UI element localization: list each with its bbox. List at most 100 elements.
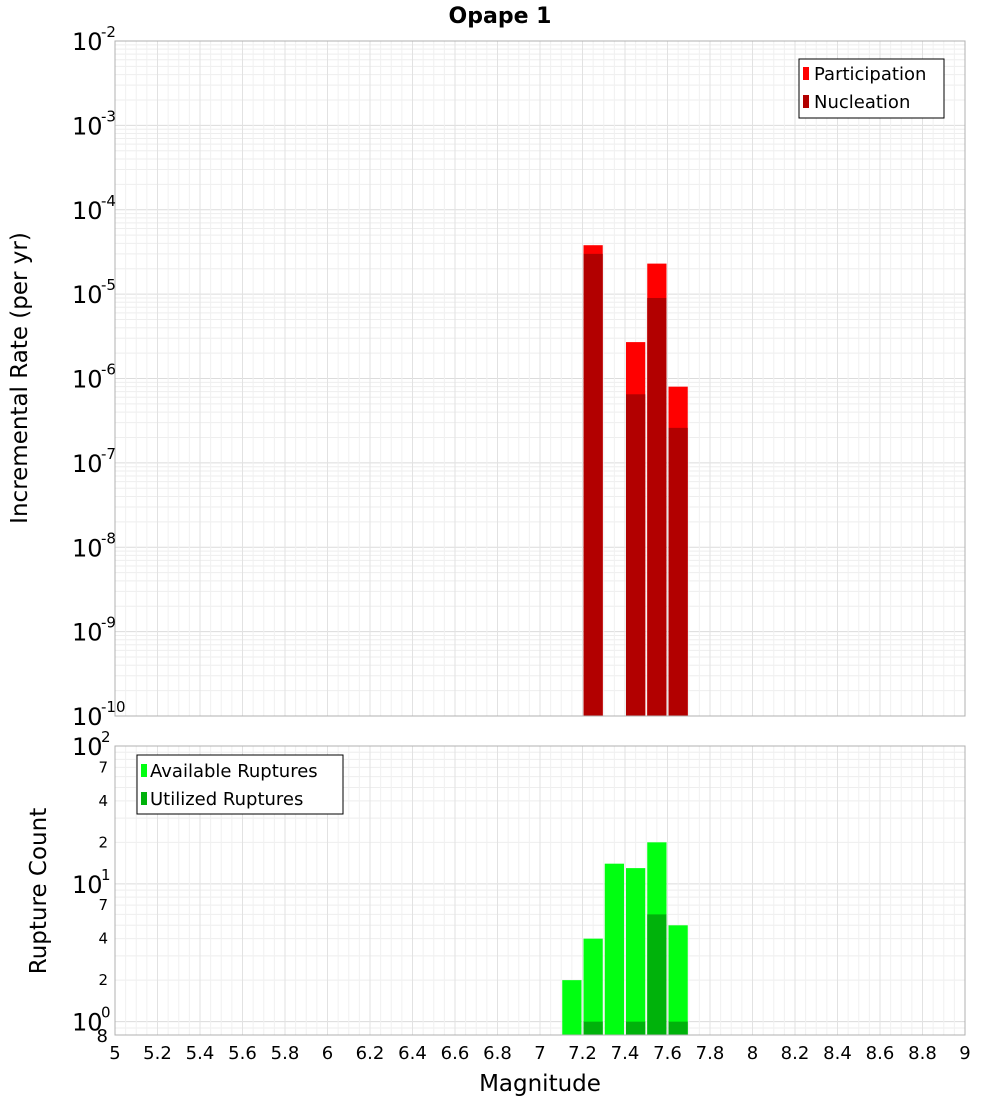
x-tick-labels: 5 5.2 5.4 5.6 5.8 6 6.2 6.4 6.6 6.8 7 7.2 7.4 7.6 7.8 8… <box>109 1043 970 1064</box>
top-plot-frame <box>114 40 966 717</box>
y-tick-exponent: -5 <box>101 276 116 294</box>
x-tick-label: 9 <box>959 1043 970 1064</box>
y-tick-exponent: -9 <box>101 614 116 632</box>
x-tick-label: 7.2 <box>568 1043 597 1064</box>
legend-label-nucleation: Nucleation <box>814 92 910 113</box>
y-tick-base: 10 <box>72 28 103 56</box>
x-tick-label: 7.4 <box>611 1043 640 1064</box>
y-tick-exponent: 1 <box>101 866 111 884</box>
utilized-ruptures-bar <box>626 1021 646 1035</box>
top-y-tick: 10-9 <box>72 614 116 647</box>
y-tick-exponent: -7 <box>101 445 116 463</box>
y-minor-tick-label: 7 <box>98 758 108 776</box>
bottom-plot-frame <box>114 745 966 1036</box>
y-tick-exponent: -3 <box>101 107 116 125</box>
y-minor-tick-label: 4 <box>98 930 108 948</box>
y-tick-base: 10 <box>72 534 103 562</box>
y-tick-base: 10 <box>72 112 103 140</box>
nucleation-bar <box>583 253 603 716</box>
y-tick-base: 10 <box>72 871 103 899</box>
x-tick-label: 6 <box>322 1043 333 1064</box>
bottom-legend-box <box>136 754 344 815</box>
top-y-tick: 10-3 <box>72 107 116 140</box>
bottom-y-tick: 102 <box>72 728 111 761</box>
x-tick-label: 7 <box>534 1043 545 1064</box>
y-tick-exponent: -4 <box>101 192 116 210</box>
top-y-tick: 10-10 <box>72 698 126 731</box>
x-tick-label: 6.6 <box>441 1043 470 1064</box>
top-panel-grid <box>114 40 966 717</box>
y-tick-base: 10 <box>72 619 103 647</box>
x-axis-label: Magnitude <box>479 1071 601 1097</box>
y-tick-base: 10 <box>72 733 103 761</box>
y-tick-exponent: -2 <box>101 23 116 41</box>
legend-label-available: Available Ruptures <box>150 761 318 782</box>
legend-label-participation: Participation <box>814 64 926 85</box>
top-y-tick: 10-8 <box>72 529 116 562</box>
x-tick-label: 6.4 <box>398 1043 427 1064</box>
x-tick-label: 6.8 <box>483 1043 512 1064</box>
bottom-y-tick: 101 <box>72 866 111 899</box>
y-tick-base: 10 <box>72 703 103 731</box>
nucleation-bar <box>626 394 646 716</box>
x-tick-label: 8.4 <box>823 1043 852 1064</box>
bottom-y-tick: 100 <box>72 1004 111 1037</box>
available-ruptures-bar <box>668 925 688 1035</box>
y-tick-base: 10 <box>72 450 103 478</box>
top-y-tick: 10-5 <box>72 276 116 309</box>
legend-swatch-available <box>141 764 147 777</box>
x-tick-label: 8.8 <box>908 1043 937 1064</box>
y-minor-tick-label: 2 <box>98 833 108 851</box>
y-tick-exponent: -6 <box>101 361 116 379</box>
x-tick-label: 6.2 <box>356 1043 385 1064</box>
x-tick-label: 8.6 <box>866 1043 895 1064</box>
x-tick-label: 8 <box>747 1043 758 1064</box>
available-ruptures-bar <box>583 938 603 1035</box>
nucleation-bar <box>668 427 688 716</box>
y-tick-base: 10 <box>72 1009 103 1037</box>
utilized-ruptures-bar <box>668 1021 688 1035</box>
chart-title: Opape 1 <box>449 4 552 29</box>
y-tick-base: 10 <box>72 281 103 309</box>
utilized-ruptures-bar <box>647 914 667 1035</box>
available-ruptures-bar <box>604 863 624 1035</box>
top-panel-bars <box>583 245 688 717</box>
top-legend-box <box>798 58 945 119</box>
top-y-axis-label: Incremental Rate (per yr) <box>7 232 33 524</box>
top-y-tick: 10-7 <box>72 445 116 478</box>
utilized-ruptures-bar <box>583 1021 603 1035</box>
bottom-legend: Available Ruptures Utilized Ruptures <box>136 754 344 815</box>
y-tick-base: 10 <box>72 197 103 225</box>
top-y-tick: 10-2 <box>72 23 116 56</box>
legend-swatch-utilized <box>141 792 147 805</box>
top-legend: Participation Nucleation <box>798 58 945 119</box>
x-tick-label: 7.6 <box>653 1043 682 1064</box>
x-tick-label: 7.8 <box>696 1043 725 1064</box>
nucleation-bar <box>647 297 667 716</box>
y-minor-tick-label: 2 <box>98 971 108 989</box>
y-bottom-tick-label: 8 <box>97 1026 108 1047</box>
x-tick-label: 5.2 <box>143 1043 172 1064</box>
available-ruptures-bar <box>626 868 646 1035</box>
y-minor-tick-label: 4 <box>98 792 108 810</box>
y-tick-base: 10 <box>72 366 103 394</box>
legend-swatch-nucleation <box>803 95 809 108</box>
bottom-y-axis-label: Rupture Count <box>26 808 52 974</box>
x-tick-label: 5 <box>109 1043 120 1064</box>
available-ruptures-bar <box>562 980 582 1035</box>
top-y-tick: 10-6 <box>72 361 116 394</box>
y-tick-exponent: 2 <box>101 728 111 746</box>
x-tick-label: 5.8 <box>271 1043 300 1064</box>
y-tick-exponent: -10 <box>101 698 126 716</box>
legend-label-utilized: Utilized Ruptures <box>150 789 303 810</box>
y-tick-exponent: 0 <box>101 1004 111 1022</box>
top-y-tick: 10-4 <box>72 192 116 225</box>
x-tick-label: 8.2 <box>781 1043 810 1064</box>
y-tick-exponent: -8 <box>101 529 116 547</box>
bottom-panel-bars <box>562 842 688 1035</box>
x-tick-label: 5.4 <box>186 1043 215 1064</box>
